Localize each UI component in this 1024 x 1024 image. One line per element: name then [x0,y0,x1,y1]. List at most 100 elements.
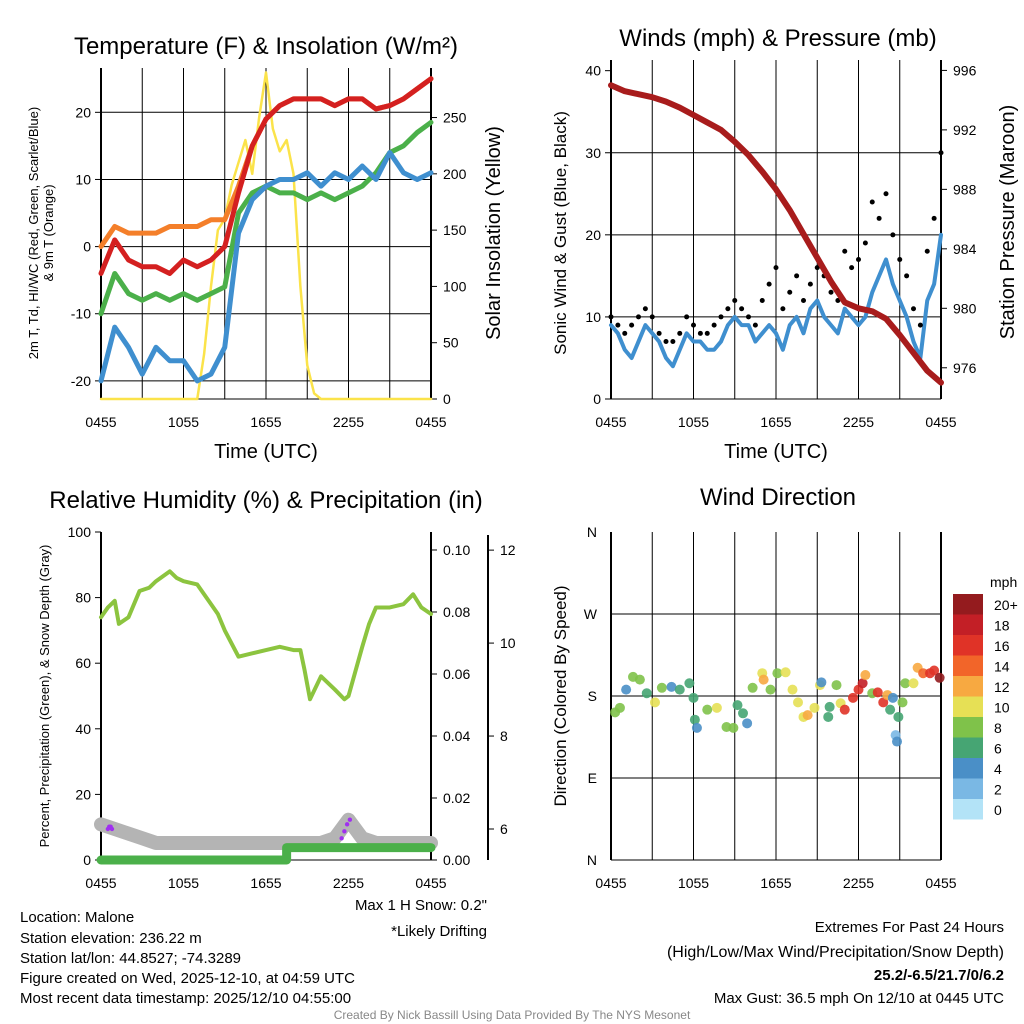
gust-point [649,314,655,320]
x-tick-label: 0455 [415,414,446,430]
rh-y-label: 100 [68,524,92,540]
wind-direction-point [747,682,758,693]
wind-direction-point [772,668,783,679]
gust-point [862,240,868,246]
footer-recent: Most recent data timestamp: 2025/12/10 0… [20,990,351,1007]
gust-point [711,322,717,328]
gust-point [911,306,916,312]
gust-point [684,314,690,320]
precip-y-label: 0.04 [443,728,470,744]
wind-direction-point [934,672,945,683]
wind-y-label: 0 [593,391,601,407]
wind-direction-point [824,701,835,712]
drifting-point [109,826,115,832]
wind-direction-point [893,711,904,722]
x-tick-label: 1655 [250,875,281,891]
drift-note: *Likely Drifting [391,923,487,940]
temp-y-label: 20 [75,104,91,120]
wind-direction-point [738,708,748,719]
rh-y-label: 40 [75,721,91,737]
wind-direction-point [674,684,685,695]
wind-direction-point [650,697,660,708]
x-tick-label: 1055 [678,875,709,891]
footer-elevation: Station elevation: 236.22 m [20,930,202,947]
gust-point [931,215,937,221]
max-gust: Max Gust: 36.5 mph On 12/10 at 0445 UTC [714,990,1004,1007]
footer-created: Figure created on Wed, 2025-12-10, at 04… [20,970,355,987]
snow-y-label: 10 [500,635,516,651]
wind-xlabel: Time (UTC) [724,441,828,463]
wind-y2label: Station Pressure (Maroon) [997,105,1019,340]
gust-point [656,330,662,336]
pressure-y-label: 992 [953,122,977,138]
insolation-y-label: 100 [443,278,467,294]
wind-direction-point [816,677,827,688]
wind-direction-point [614,702,625,713]
wind-direction-point [684,678,695,689]
gust-point [615,322,621,328]
legend-label: 10 [994,700,1010,716]
direction-tick-label: N [587,524,597,540]
extremes-subtitle: (High/Low/Max Wind/Precipitation/Snow De… [667,944,1004,961]
temp-ylabel2: & 9m T (Orange) [41,184,56,281]
temp-y-label: 0 [83,239,91,255]
credit: Created By Nick Bassill Using Data Provi… [334,1008,691,1022]
wind-direction-point [848,692,858,703]
gust-point [663,339,669,345]
wind-direction-point [711,702,722,713]
insolation-y-label: 250 [443,110,467,126]
snow-note: Max 1 H Snow: 0.2" [355,897,487,914]
wind-direction-point [839,704,850,715]
series-red-line [98,76,434,276]
gust-point [938,150,944,156]
temp-title: Temperature (F) & Insolation (W/m²) [74,33,458,60]
wind-direction-point [929,665,940,676]
pressure-y-label: 980 [953,300,977,316]
insolation-y-label: 200 [443,166,467,182]
gust-point [807,281,813,287]
x-tick-label: 1055 [168,414,199,430]
insolation-y-label: 50 [443,335,459,351]
wind-direction-point [918,668,929,679]
wind-direction-point [634,674,645,685]
wind-direction-point [656,682,667,693]
wind-direction-point [641,688,652,699]
gust-point [718,314,724,320]
gust-point [670,339,676,345]
temp-ylabel: 2m T, Td, HI/WC (Red, Green, Scarlet/Blu… [26,107,41,359]
rh-y-label: 0 [83,852,91,868]
dir-title: Wind Direction [700,484,856,511]
rh-y-label: 80 [75,590,91,606]
snow-y-label: 8 [500,728,508,744]
gust-point [677,330,683,336]
x-tick-label: 0455 [595,414,626,430]
precip-y-label: 0.10 [443,542,470,558]
dir-ylabel: Direction (Colored By Speed) [551,585,570,806]
wind-direction-point [831,680,842,691]
drifting-point [344,822,350,827]
pressure-line [608,82,944,386]
legend-swatch [953,635,983,656]
direction-tick-label: W [584,606,598,622]
x-tick-label: 1055 [168,875,199,891]
wind-y-label: 40 [585,63,601,79]
extremes-title: Extremes For Past 24 Hours [815,919,1004,936]
legend-swatch [953,778,983,799]
temp-xlabel: Time (UTC) [214,441,318,463]
x-tick-label: 0455 [595,875,626,891]
gust-point [759,298,765,304]
legend-swatch [953,655,983,676]
rh-y-label: 20 [75,786,91,802]
snow-y-label: 12 [500,542,516,558]
gust-point [746,314,751,320]
x-tick-label: 1655 [760,875,791,891]
wind-direction-point [765,684,776,695]
wind-title: Winds (mph) & Pressure (mb) [619,25,936,52]
wind-direction-point [621,684,632,695]
snow-depth-line [94,812,438,850]
drifting-point [342,829,347,834]
gust-point [897,256,903,262]
wind-direction-point [897,697,908,708]
gust-point [732,298,738,304]
